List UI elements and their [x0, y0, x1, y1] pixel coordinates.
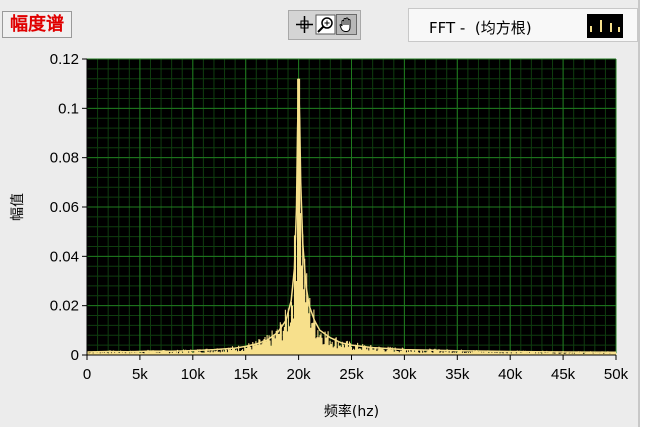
hand-icon: [339, 17, 351, 32]
x-tick-label: 35k: [445, 366, 470, 383]
y-tick-label: 0.06: [50, 199, 79, 216]
y-tick-label: 0.04: [50, 248, 79, 265]
spectrum-envelope: [86, 78, 617, 354]
crosshair-icon: [296, 16, 313, 33]
plot-style-icon: [590, 20, 620, 32]
spectrum-trace: [86, 78, 617, 355]
y-tick-label: 0.12: [50, 51, 79, 68]
y-axis-ticks: 0 0.02 0.04 0.06 0.08 0.1 0.12: [50, 51, 87, 364]
y-axis-title: 幅值: [10, 193, 26, 221]
legend-plot-swatch[interactable]: [587, 14, 623, 38]
pan-tool-button[interactable]: [336, 14, 357, 35]
graph-palette: [288, 10, 361, 40]
panel-scroll-edge: [640, 0, 649, 427]
y-tick-label: 0.08: [50, 150, 79, 167]
y-tick-label: 0.1: [58, 100, 79, 117]
cursor-tool-button[interactable]: [294, 14, 315, 35]
x-tick-label: 40k: [498, 366, 523, 383]
x-tick-label: 15k: [234, 366, 259, 383]
x-tick-label: 45k: [551, 366, 576, 383]
zoom-icon: [315, 14, 336, 35]
x-tick-label: 25k: [339, 366, 364, 383]
y-tick-label: 0: [71, 347, 79, 364]
zoom-tool-button[interactable]: [315, 14, 336, 35]
graph-label: 幅度谱: [2, 11, 72, 38]
x-axis-title: 频率(hz): [324, 403, 379, 420]
y-tick-label: 0.02: [50, 298, 79, 315]
x-tick-label: 5k: [132, 366, 148, 383]
plot-legend[interactable]: FFT - (均方根): [408, 8, 638, 42]
x-tick-label: 0: [83, 366, 91, 383]
x-tick-label: 50k: [604, 366, 629, 383]
panel-edge: [638, 0, 640, 427]
x-tick-label: 10k: [181, 366, 206, 383]
legend-plot-name: FFT - (均方根): [429, 19, 532, 37]
x-axis-ticks: 0 5k 10k 15k 20k 25k 30k 35k 40k 45k 50k: [83, 355, 629, 383]
x-tick-label: 30k: [392, 366, 417, 383]
x-tick-label: 20k: [287, 366, 312, 383]
major-grid: [86, 58, 617, 356]
